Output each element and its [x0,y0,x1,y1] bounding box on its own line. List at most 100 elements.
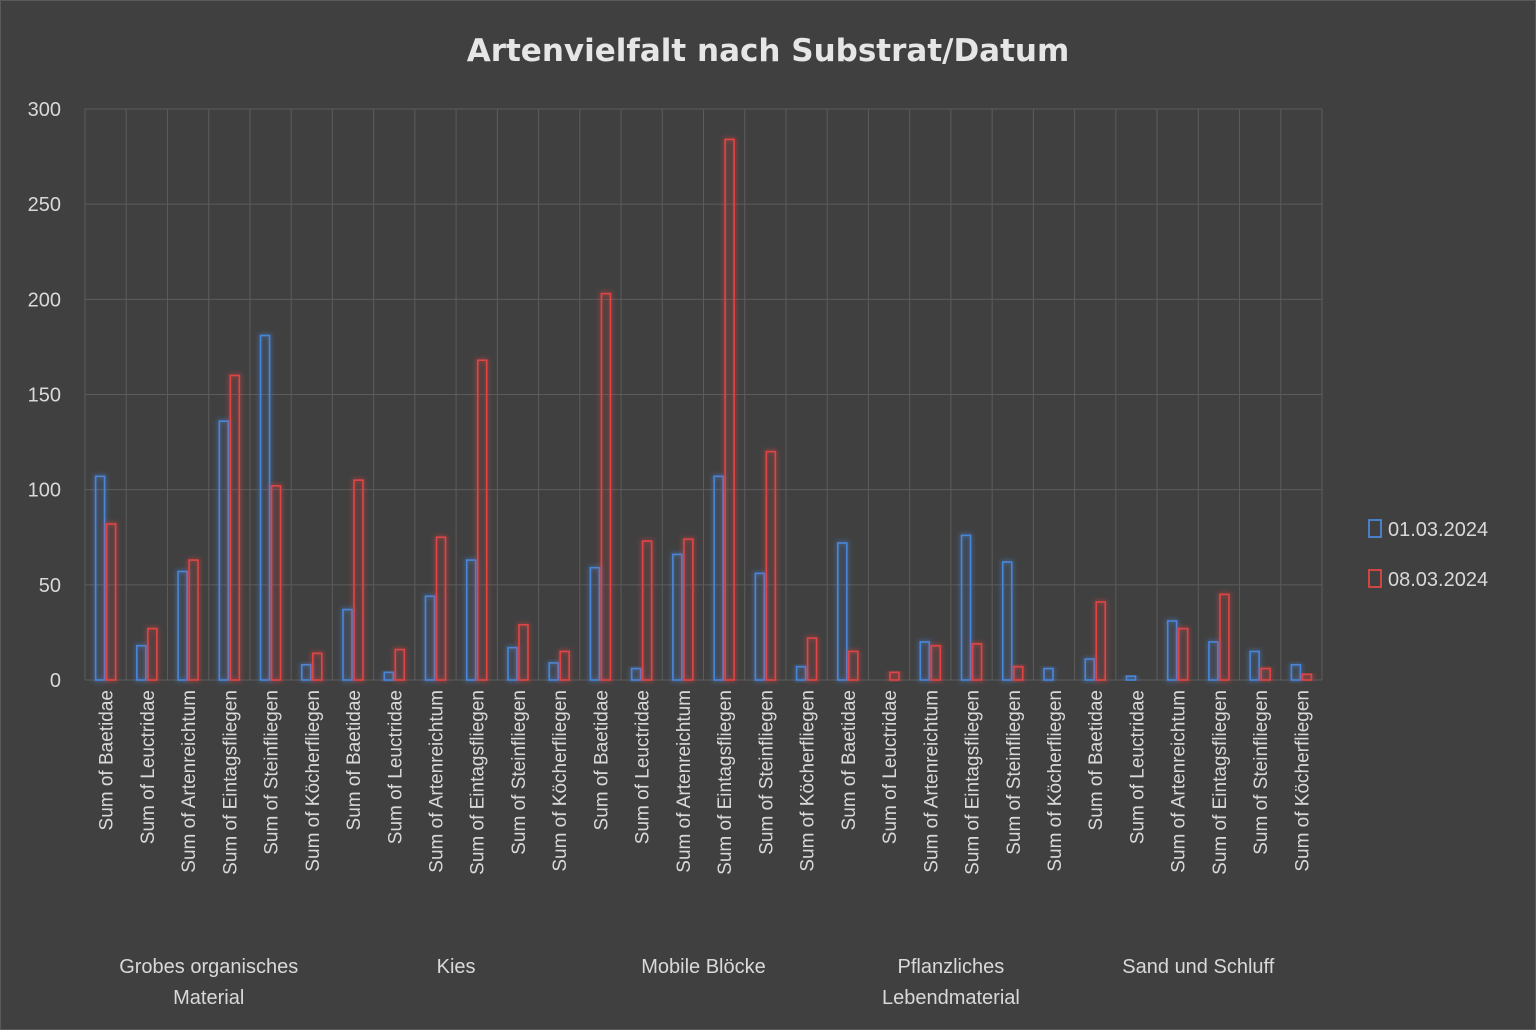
gridlines [84,108,1323,681]
bar [1012,665,1024,681]
x-category-label: Sum of Eintagsfliegen [1210,690,1231,875]
bar-glow [723,137,737,683]
bar [1001,561,1013,681]
bar-glow [918,639,932,683]
bar-glow [794,664,808,683]
x-category-label: Sum of Artenreichtum [426,690,447,873]
y-tick-label: 250 [28,194,61,216]
bar [1301,673,1313,681]
bar-glow [970,641,984,683]
y-tick-label: 0 [50,670,61,692]
bar-glow [640,539,654,682]
x-category-label: Sum of Artenreichtum [1169,690,1190,873]
bar [1249,650,1260,681]
x-group-label: Grobes organisches [119,956,298,978]
bar-glow [341,607,355,682]
y-axis-ticks: 0 50 100 150 200 250 300 [28,99,61,692]
bar [848,650,859,681]
bar [476,359,488,681]
bar-glow [464,558,478,683]
x-category-label: Sum of Köcherfliegen [798,690,819,872]
bar [518,624,529,681]
bar [889,671,900,681]
bar-glow [888,670,902,682]
bar-glow [558,649,572,683]
bar-glow [310,651,324,682]
x-category-label: Sum of Baetidae [344,690,365,830]
x-category-label: Sum of Leuctridae [385,690,406,844]
bar-glow [764,449,778,682]
bar-glow [423,594,437,683]
bar-glow [846,649,860,683]
bars [93,137,1314,683]
bar-glow [1259,666,1273,683]
bar-glow [299,662,313,682]
bar [971,643,983,681]
x-axis-group-labels: Grobes organisches Material Kies Mobile Blö… [119,956,1275,1009]
bar-glow [352,478,366,682]
bar [1125,675,1137,681]
bar [229,374,241,681]
bar [930,644,942,681]
bar-glow [382,670,396,682]
bar-glow [753,571,767,682]
x-category-label: Sum of Eintagsfliegen [468,690,489,875]
y-tick-label: 50 [39,575,61,597]
x-category-label: Sum of Köcherfliegen [1292,690,1313,872]
bar [188,559,199,681]
legend: 01.03.2024 08.03.2024 [1368,519,1488,591]
chart-title: Artenvielfalt nach Substrat/Datum [467,33,1070,69]
x-category-label: Sum of Köcherfliegen [550,690,571,872]
x-category-label: Sum of Eintagsfliegen [220,690,241,875]
bar [435,536,447,681]
bar-glow [228,373,242,682]
x-group-label: Material [173,987,244,1009]
bar [105,523,117,681]
bar-glow [629,666,643,683]
x-category-label: Sum of Eintagsfliegen [963,690,984,875]
bar-glow [187,558,201,683]
bar-glow [1206,639,1220,683]
x-category-label: Sum of Leuctridae [138,690,159,844]
bar [1095,601,1107,681]
bar [353,479,364,681]
bar [806,637,818,681]
bar-glow [712,474,726,682]
bar-glow [670,552,684,683]
bar-glow [681,537,695,682]
bar-glow [1300,672,1314,682]
bar-glow [1176,626,1190,682]
bar-glow [516,622,530,683]
bar-glow [1011,664,1025,683]
legend-swatch [1368,519,1382,538]
bar [837,542,848,681]
x-category-label: Sum of Steinfliegen [1004,690,1025,855]
x-group-label: Kies [437,956,476,978]
bar [1260,667,1271,681]
bar-glow [959,533,973,683]
bar-glow [217,419,231,682]
x-category-label: Sum of Baetidae [97,690,118,830]
bar [641,540,653,681]
bar [394,648,406,681]
x-category-label: Sum of Steinfliegen [509,690,530,855]
bar [311,652,323,681]
bar-glow [929,643,943,682]
bar-glow [1289,662,1303,682]
bar-glow [505,645,519,682]
bar [683,538,694,681]
x-category-label: Sum of Baetidae [839,690,860,830]
legend-swatch [1368,569,1382,588]
bar-glow [93,474,107,682]
x-category-label: Sum of Leuctridae [633,690,654,844]
bar [1043,667,1054,681]
x-category-label: Sum of Steinfliegen [1251,690,1272,855]
x-category-label: Sum of Köcherfliegen [1045,690,1066,872]
bar-glow [434,535,448,682]
legend-label: 01.03.2024 [1388,519,1488,541]
bar-glow [805,636,819,682]
bar-glow [134,643,148,682]
bar [1177,627,1189,681]
